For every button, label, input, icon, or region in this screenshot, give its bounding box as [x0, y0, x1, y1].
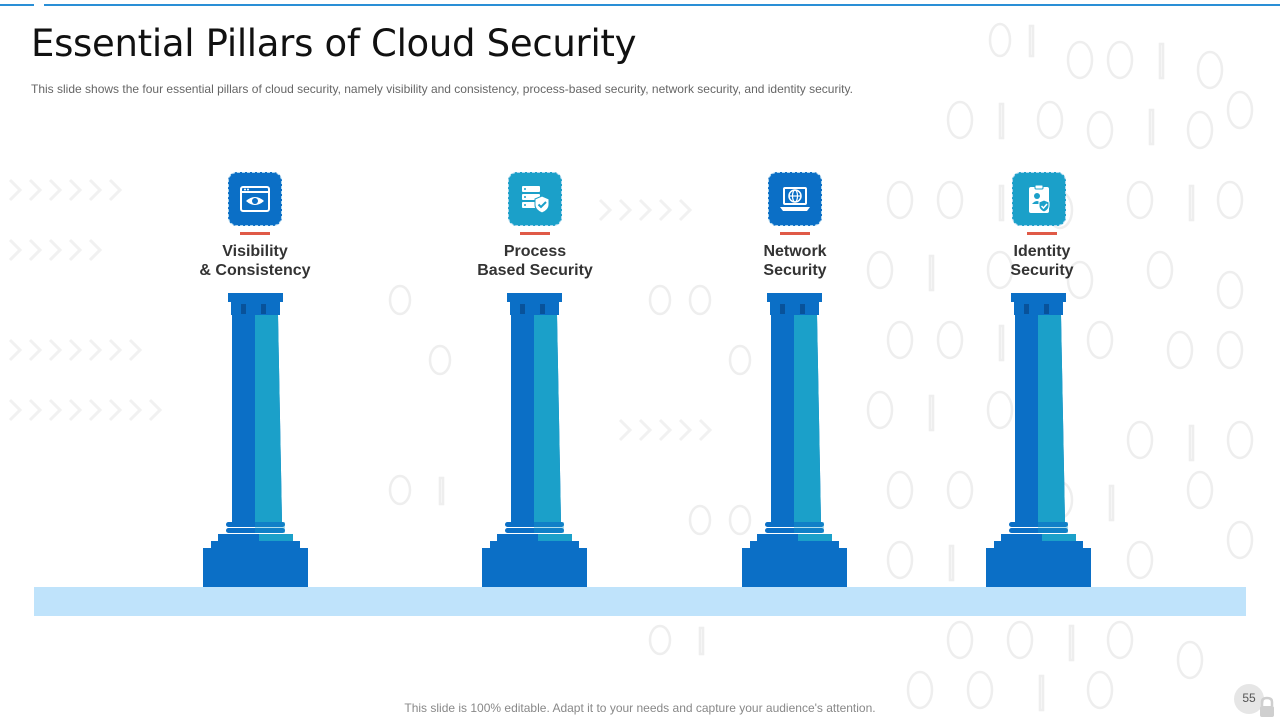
pillar-label: Network Security	[705, 242, 885, 280]
clipboard-user-shield-icon	[1029, 184, 1050, 213]
lock-icon	[1260, 696, 1274, 717]
accent-bar	[1027, 232, 1057, 235]
pillar-label: Visibility & Consistency	[165, 242, 345, 280]
pillar-icon-box	[508, 172, 562, 226]
pillar-column-3	[742, 293, 847, 587]
pillar-label-line2: Security	[1010, 262, 1074, 279]
page-subtitle: This slide shows the four essential pill…	[31, 82, 853, 96]
globe-laptop-icon	[780, 187, 810, 211]
accent-bar	[240, 232, 270, 235]
pillar-label-line2: Security	[763, 262, 827, 279]
base-platform	[34, 587, 1246, 616]
top-accent-line	[44, 4, 1280, 6]
pillar-icon-box	[1012, 172, 1066, 226]
page-title: Essential Pillars of Cloud Security	[31, 22, 637, 65]
pillar-icon-box	[768, 172, 822, 226]
pillar-label: Process Based Security	[445, 242, 625, 280]
pillar-column-4	[986, 293, 1091, 587]
top-accent-line-short	[0, 4, 34, 6]
pillar-label-line1: Process	[503, 243, 567, 260]
pillar-label-line1: Visibility	[222, 243, 288, 260]
pillar-icon-box	[228, 172, 282, 226]
pillar-label-line2: & Consistency	[199, 262, 311, 279]
pillar-column-1	[203, 293, 308, 587]
pillar-column-2	[482, 293, 587, 587]
footer-note: This slide is 100% editable. Adapt it to…	[404, 701, 876, 715]
page-number: 55	[1234, 684, 1264, 714]
pillar-label-line2: Based Security	[477, 262, 593, 279]
server-shield-icon	[522, 186, 550, 214]
eye-browser-icon	[240, 186, 270, 212]
pillar-label: Identity Security	[952, 242, 1132, 280]
pillar-label-line1: Identity	[1013, 243, 1071, 260]
accent-bar	[780, 232, 810, 235]
accent-bar	[520, 232, 550, 235]
pillar-label-line1: Network	[763, 243, 827, 260]
